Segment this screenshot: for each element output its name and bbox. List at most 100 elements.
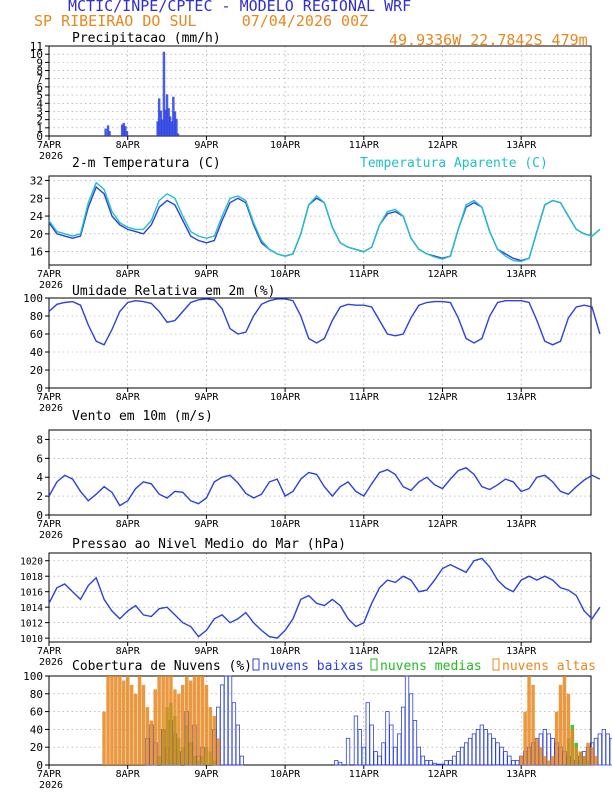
series-line: [48, 298, 601, 346]
y-tick-label: 100: [23, 292, 43, 305]
y-tick-label: 100: [23, 670, 43, 683]
bar: [141, 684, 146, 765]
x-tick-label: 13APR: [506, 769, 537, 780]
bar: [491, 737, 496, 766]
x-tick-label: 9APR: [194, 140, 219, 151]
x-tick-label: 9APR: [194, 392, 219, 403]
bar: [357, 729, 363, 766]
legend-swatch: [370, 658, 378, 671]
bar: [558, 684, 563, 765]
bar: [507, 755, 512, 766]
series-line: [48, 557, 601, 639]
y-tick-label: 1014: [20, 603, 43, 614]
bar: [523, 711, 527, 765]
panel-title: Umidade Relativa em 2m (%): [72, 284, 276, 299]
panel-title: Pressao ao Nivel Medio do Mar (hPa): [72, 537, 346, 552]
bar: [424, 760, 429, 766]
bar: [235, 724, 241, 766]
panel-frame: [48, 552, 592, 643]
bar: [397, 733, 402, 766]
x-tick-label: 9APR: [194, 646, 219, 657]
bar: [165, 676, 169, 765]
y-tick-label: 20: [30, 741, 43, 754]
bar: [173, 111, 177, 136]
header-location-date: SP RIBEIRAO DO SUL 07/04/2026 00Z: [34, 12, 369, 30]
x-tick-label: 12APR: [427, 140, 458, 151]
bar: [122, 122, 125, 136]
bar: [605, 733, 610, 766]
y-tick-label: 4: [36, 471, 43, 484]
x-tick-label: 7APR: [37, 392, 62, 403]
bar: [208, 707, 213, 765]
series-line: [48, 467, 601, 507]
bar: [227, 675, 233, 766]
y-tick-label: 1020: [20, 557, 43, 568]
bar: [495, 742, 500, 766]
bar: [161, 676, 165, 765]
legend-label: nuvens medias: [380, 659, 482, 674]
bar: [570, 729, 575, 765]
bar: [120, 124, 124, 136]
bar: [601, 729, 606, 766]
bar: [104, 128, 107, 136]
bar: [173, 689, 177, 765]
bar: [157, 676, 161, 765]
y-tick-label: 8: [36, 65, 43, 78]
bar: [165, 94, 169, 136]
bar: [200, 676, 205, 765]
header-coords: 49.9336W 22.7842S 479m: [389, 31, 588, 49]
y-tick-label: 40: [30, 723, 43, 736]
y-tick-label: 40: [30, 346, 43, 359]
bar: [440, 763, 445, 766]
x-year-label: 2026: [39, 780, 63, 791]
x-tick-label: 9APR: [194, 519, 219, 530]
bar: [428, 760, 433, 766]
y-tick-label: 1010: [20, 634, 43, 645]
panel-frame: [48, 297, 592, 389]
bar: [102, 711, 106, 765]
bar: [114, 676, 118, 765]
bar: [420, 755, 426, 766]
bar: [499, 746, 504, 766]
bar: [133, 693, 138, 765]
bar: [159, 110, 162, 136]
x-tick-label: 10APR: [270, 769, 301, 780]
bar: [373, 751, 378, 766]
bar: [511, 760, 516, 766]
y-tick-label: 7: [36, 73, 43, 86]
x-year-label: 2026: [39, 403, 63, 414]
y-tick-label: 3: [36, 105, 43, 118]
bar: [153, 689, 157, 765]
x-tick-label: 12APR: [427, 392, 458, 403]
bar: [162, 51, 166, 137]
x-year-label: 2026: [39, 280, 63, 291]
bar: [337, 761, 343, 766]
bar: [188, 680, 193, 765]
bar: [539, 747, 543, 765]
bar: [416, 746, 422, 766]
bar: [106, 125, 110, 136]
x-tick-label: 11APR: [349, 140, 380, 151]
bar: [574, 747, 578, 765]
bar: [527, 676, 531, 765]
bar: [204, 684, 209, 765]
y-tick-label: 1: [36, 122, 43, 135]
y-tick-label: 20: [30, 364, 43, 377]
x-tick-label: 8APR: [116, 519, 141, 530]
x-tick-label: 7APR: [37, 646, 62, 657]
bar: [463, 742, 469, 766]
x-tick-label: 10APR: [270, 269, 301, 280]
bar: [562, 676, 567, 765]
x-tick-label: 12APR: [427, 769, 458, 780]
bar: [547, 760, 551, 765]
bar: [167, 108, 170, 136]
y-tick-label: 32: [30, 174, 43, 187]
bar: [161, 119, 164, 136]
x-tick-label: 13APR: [506, 646, 537, 657]
bar: [412, 720, 418, 766]
x-tick-label: 12APR: [427, 646, 458, 657]
bar: [365, 702, 370, 766]
legend-label: Temperatura Aparente (C): [360, 156, 548, 171]
